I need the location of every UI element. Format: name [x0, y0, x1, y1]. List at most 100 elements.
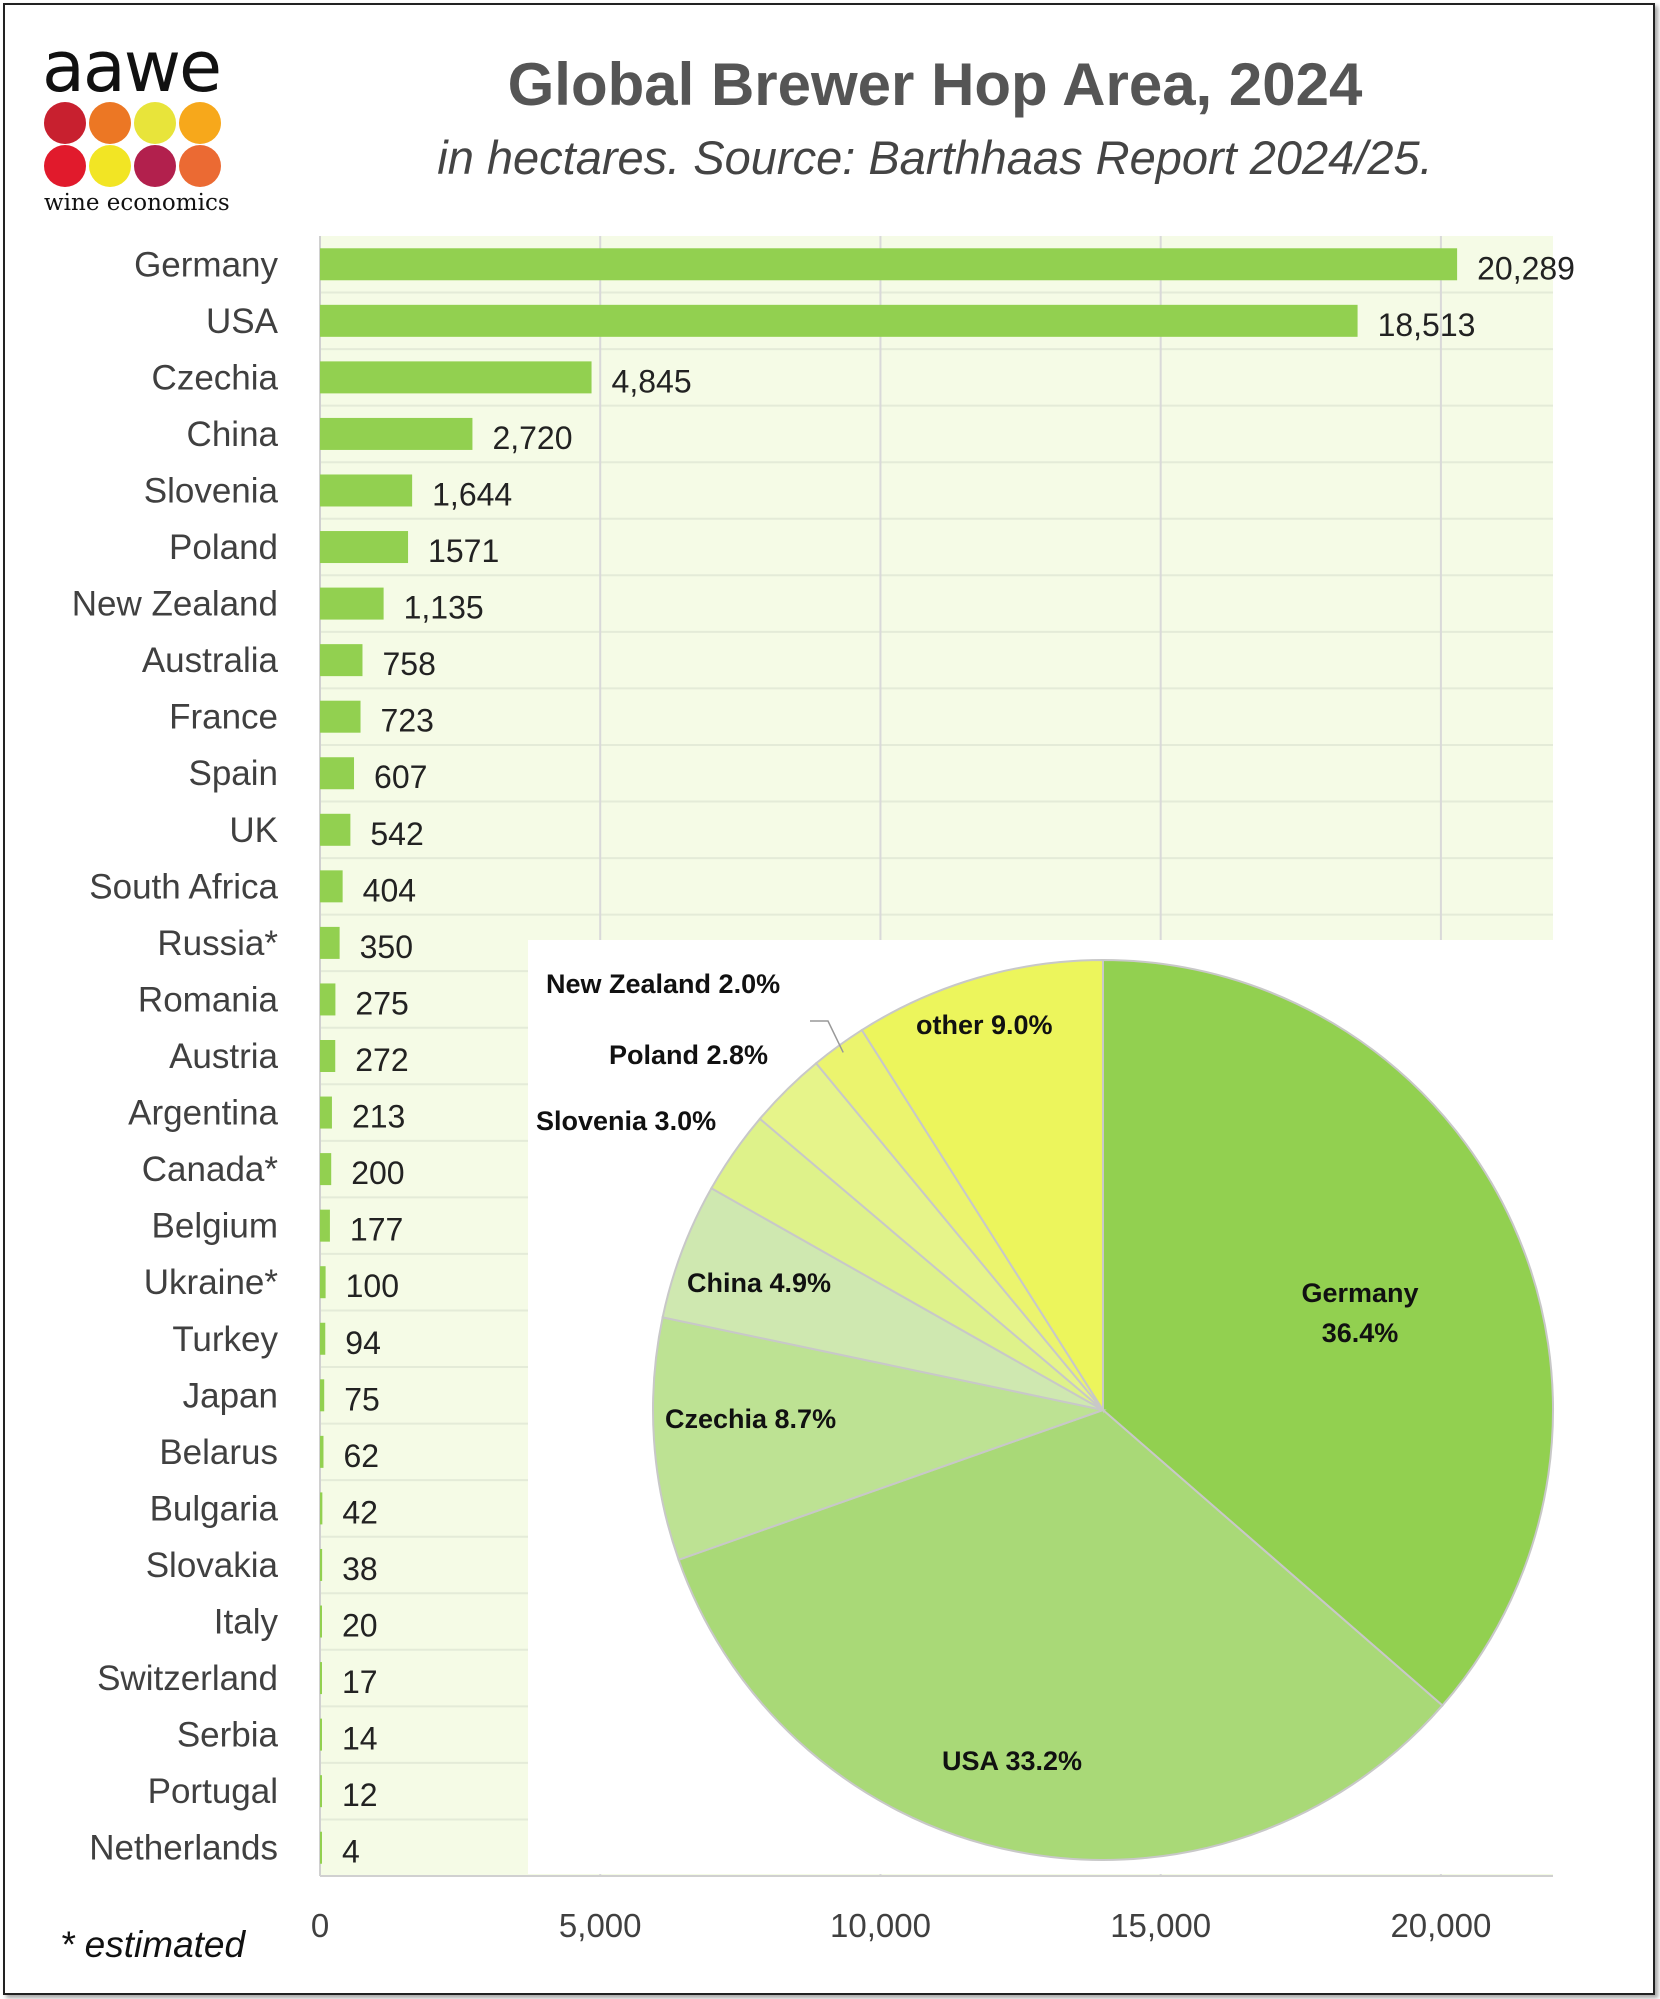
pie-slice — [860, 958, 1104, 1414]
data-label: 38 — [342, 1551, 378, 1587]
slice-label: USA 33.2% — [942, 1746, 1082, 1776]
category-label: Austria — [169, 1037, 278, 1076]
bar — [320, 531, 409, 564]
data-label: 94 — [345, 1325, 381, 1361]
data-label: 200 — [351, 1155, 404, 1191]
bar — [320, 926, 340, 959]
category-label: USA — [206, 302, 279, 341]
data-label: 177 — [350, 1212, 403, 1248]
bar — [320, 983, 336, 1016]
category-label: Slovakia — [146, 1546, 279, 1585]
category-label: China — [187, 415, 279, 454]
pie-slice — [677, 1408, 1444, 1861]
bar — [320, 1379, 325, 1412]
x-tick-label: 15,000 — [1110, 1907, 1211, 1944]
data-label: 17 — [342, 1664, 378, 1700]
pie-slice — [652, 1316, 1107, 1562]
data-label: 213 — [352, 1099, 405, 1135]
category-label: Argentina — [128, 1094, 278, 1133]
data-label: 100 — [346, 1268, 399, 1304]
pie-slice — [1102, 958, 1554, 1707]
logo-dot — [89, 102, 131, 144]
category-label: Russia* — [157, 924, 278, 963]
data-label: 1,644 — [432, 476, 512, 512]
category-label: Slovenia — [144, 471, 279, 510]
bar — [320, 1153, 332, 1186]
bar — [320, 417, 473, 450]
logo-dot — [44, 145, 86, 187]
data-label: 607 — [374, 759, 427, 795]
data-label: 20,289 — [1477, 250, 1575, 286]
bar — [320, 1775, 322, 1808]
data-label: 62 — [343, 1438, 379, 1474]
bar — [320, 700, 361, 733]
footnote: * estimated — [60, 1924, 246, 1965]
aawe-logo: aawe wine economics — [42, 26, 242, 220]
category-label: Serbia — [177, 1716, 279, 1755]
category-label: New Zealand — [72, 585, 278, 624]
logo-dot — [134, 145, 176, 187]
bar — [320, 1266, 326, 1299]
data-label: 2,720 — [492, 420, 572, 456]
category-label: Ukraine* — [144, 1263, 279, 1302]
category-label: Bulgaria — [150, 1489, 279, 1528]
data-label: 1,135 — [404, 590, 484, 626]
slice-label: other 9.0% — [916, 1010, 1053, 1040]
category-label: Japan — [183, 1376, 278, 1415]
x-tick-label: 10,000 — [830, 1907, 931, 1944]
data-label: 12 — [342, 1777, 378, 1813]
data-label: 14 — [342, 1721, 378, 1757]
bar — [320, 813, 351, 846]
bar — [320, 1040, 336, 1072]
category-label: Switzerland — [97, 1659, 278, 1698]
data-label: 350 — [360, 929, 413, 965]
bar — [320, 248, 1458, 281]
bar — [320, 361, 592, 394]
bar — [320, 304, 1358, 337]
category-label: Czechia — [152, 358, 279, 397]
category-label: Romania — [138, 980, 279, 1019]
category-label: Poland — [169, 528, 278, 567]
slice-label: Slovenia 3.0% — [536, 1106, 716, 1136]
logo-dot — [89, 145, 131, 187]
slice-label: Poland 2.8% — [609, 1040, 768, 1070]
data-label: 272 — [355, 1042, 408, 1078]
logo-subtitle: wine economics — [44, 190, 230, 216]
chart-title: Global Brewer Hop Area, 2024 — [507, 51, 1363, 118]
logo-dot — [44, 102, 86, 144]
x-tick-label: 20,000 — [1390, 1907, 1491, 1944]
category-label: Canada* — [142, 1150, 279, 1189]
bar — [320, 1209, 330, 1242]
bar — [320, 474, 413, 507]
category-label: Netherlands — [89, 1829, 278, 1868]
bar — [320, 1322, 326, 1355]
bar — [320, 757, 355, 790]
logo-wordmark: aawe — [42, 26, 222, 108]
data-label: 404 — [363, 872, 416, 908]
category-label: Belarus — [159, 1433, 278, 1472]
leader-line — [810, 1020, 844, 1053]
bar — [320, 1492, 323, 1525]
data-label: 20 — [342, 1608, 378, 1644]
category-label: Belgium — [152, 1207, 278, 1246]
logo-dot — [179, 102, 221, 144]
bar — [320, 1435, 324, 1468]
bar — [320, 1662, 322, 1695]
category-label: Italy — [214, 1603, 279, 1642]
data-label: 723 — [381, 703, 434, 739]
slice-label: Germany 36.4% — [1301, 1278, 1418, 1348]
slice-label: New Zealand 2.0% — [546, 969, 780, 999]
category-label: Portugal — [148, 1772, 278, 1811]
bar — [320, 1605, 322, 1638]
data-label: 758 — [382, 646, 435, 682]
data-label: 4,845 — [612, 363, 692, 399]
bar — [320, 1548, 323, 1581]
bar — [320, 587, 384, 620]
data-label: 542 — [370, 816, 423, 852]
data-label: 18,513 — [1378, 307, 1476, 343]
data-label: 275 — [355, 985, 408, 1021]
data-label: 1571 — [428, 533, 499, 569]
data-label: 4 — [342, 1834, 360, 1870]
bar — [320, 644, 363, 677]
